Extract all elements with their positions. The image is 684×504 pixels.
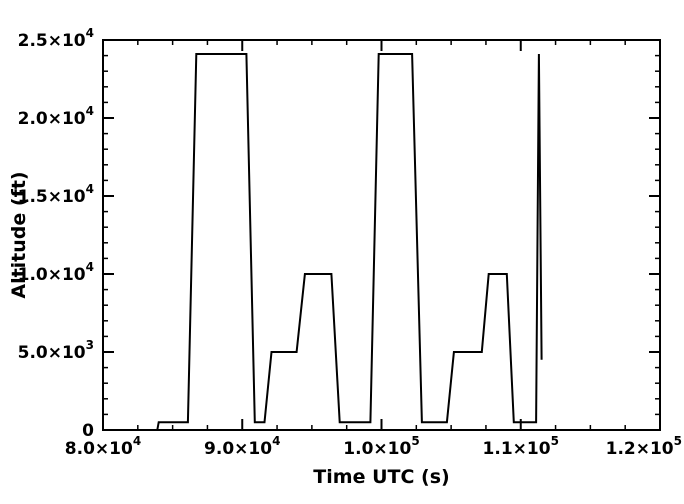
tick-label: 1.0×104	[18, 260, 94, 285]
tick-label: 1.2×105	[606, 434, 682, 459]
x-axis-title: Time UTC (s)	[313, 466, 450, 488]
tick-label: 2.5×104	[18, 26, 94, 51]
tick-label: 1.5×104	[18, 182, 94, 207]
tick-label: 2.0×104	[18, 104, 94, 129]
tick-label: 1.0×105	[343, 434, 419, 459]
tick-label: 1.1×105	[483, 434, 559, 459]
tick-label: 0	[82, 421, 94, 441]
y-axis-title: Altitude (ft)	[8, 171, 30, 299]
altitude-line	[156, 53, 543, 431]
plot-frame	[102, 39, 661, 431]
tick-label: 5.0×103	[18, 338, 94, 363]
tick-label: 8.0×104	[65, 434, 141, 459]
tick-label: 9.0×104	[204, 434, 280, 459]
